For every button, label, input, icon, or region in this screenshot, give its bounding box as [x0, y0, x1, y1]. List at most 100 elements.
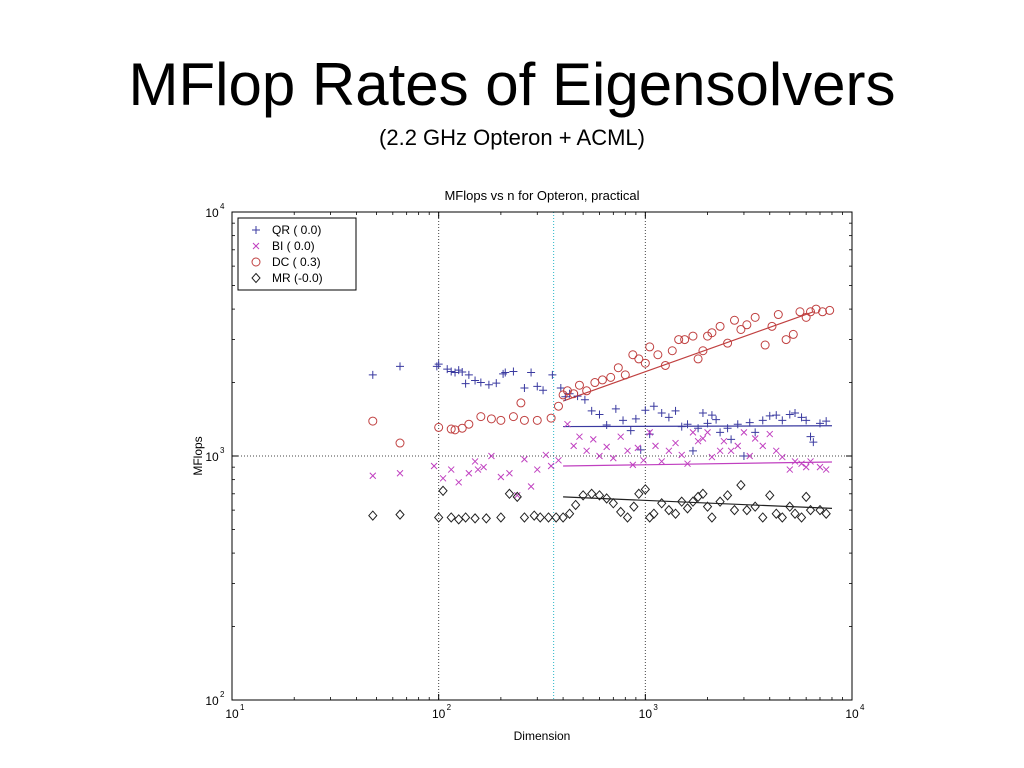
- data-point: [570, 499, 581, 511]
- data-point: [628, 350, 638, 360]
- data-point: [785, 501, 795, 512]
- data-point: [765, 411, 774, 420]
- data-point: [677, 496, 687, 507]
- reference-lines: [232, 212, 852, 700]
- data-point: [496, 512, 506, 523]
- data-point: [765, 490, 775, 501]
- data-point: [729, 315, 739, 325]
- y-tick-label: 10: [205, 450, 219, 464]
- data-point: [815, 419, 824, 428]
- data-point: [368, 416, 378, 426]
- legend-marker-plus: [252, 226, 260, 234]
- slide-title: MFlop Rates of Eigensolvers: [128, 51, 896, 118]
- data-point: [802, 463, 810, 471]
- legend-label: QR ( 0.0): [272, 223, 321, 237]
- series-0-points: [368, 360, 831, 460]
- data-point: [707, 328, 717, 338]
- y-tick-label-exponent: 4: [220, 202, 225, 211]
- data-point: [815, 504, 825, 516]
- data-point: [527, 483, 535, 490]
- data-point: [715, 321, 725, 331]
- data-point: [609, 454, 617, 462]
- scatter-chart: MFlops vs n for Opteron, practical 10 1 10…: [180, 180, 880, 750]
- data-point: [465, 469, 473, 477]
- data-point: [603, 443, 611, 451]
- data-point: [504, 488, 515, 500]
- data-point: [519, 415, 529, 425]
- data-point: [447, 367, 456, 376]
- data-point: [430, 462, 438, 470]
- data-point: [657, 409, 666, 418]
- data-point: [484, 380, 493, 389]
- data-point: [570, 442, 578, 450]
- data-point: [529, 510, 539, 521]
- data-point: [722, 490, 733, 501]
- data-point: [660, 360, 670, 370]
- data-point: [433, 512, 444, 523]
- data-point: [712, 415, 721, 424]
- legend-marker-cross: [252, 242, 260, 250]
- data-point: [589, 436, 597, 443]
- data-point: [698, 409, 707, 418]
- data-point: [646, 429, 654, 436]
- data-point: [649, 508, 659, 519]
- data-point: [699, 435, 707, 442]
- data-point: [736, 324, 746, 334]
- data-point: [629, 501, 639, 512]
- fit-line-series-3: [563, 496, 832, 509]
- data-point: [634, 354, 644, 364]
- data-point: [576, 433, 583, 441]
- data-point: [533, 382, 542, 391]
- data-markers: [368, 304, 835, 525]
- data-point: [727, 447, 735, 455]
- axis-ticks: 10 1 10 2 10 3 10 410 210 310 4: [205, 202, 865, 721]
- data-point: [551, 512, 561, 523]
- data-point: [631, 414, 640, 423]
- data-point: [634, 488, 644, 500]
- data-point: [750, 501, 760, 512]
- data-point: [396, 362, 405, 371]
- data-point: [396, 469, 404, 477]
- data-point: [616, 506, 626, 518]
- legend-marker-diamond: [251, 272, 261, 284]
- data-point: [509, 367, 518, 376]
- data-point: [811, 304, 821, 314]
- data-point: [613, 363, 623, 373]
- data-point: [582, 386, 592, 396]
- legend-label: BI ( 0.0): [272, 239, 315, 253]
- data-point: [716, 428, 725, 437]
- data-point: [672, 439, 679, 447]
- data-point: [636, 445, 645, 454]
- data-point: [434, 360, 443, 369]
- data-point: [683, 420, 692, 429]
- fit-line-series-1: [563, 461, 832, 467]
- data-point: [368, 370, 377, 379]
- data-point: [527, 368, 536, 377]
- data-point: [674, 335, 684, 345]
- data-point: [664, 413, 673, 422]
- data-point: [464, 419, 474, 429]
- data-point: [680, 335, 690, 345]
- data-point: [617, 433, 625, 441]
- series-2-points: [368, 304, 835, 448]
- x-tick-label-exponent: 4: [860, 703, 865, 712]
- data-point: [553, 401, 563, 411]
- data-point: [781, 335, 791, 345]
- data-point: [670, 508, 681, 519]
- data-point: [564, 420, 571, 428]
- data-point: [447, 466, 455, 473]
- data-point: [822, 466, 830, 473]
- data-point: [790, 508, 800, 519]
- data-point: [759, 442, 767, 450]
- data-point: [634, 444, 642, 452]
- data-point: [751, 428, 760, 437]
- data-point: [740, 429, 748, 436]
- data-point: [733, 420, 742, 429]
- x-tick-label-exponent: 1: [240, 703, 245, 712]
- data-point: [496, 415, 506, 425]
- data-point: [446, 424, 456, 434]
- data-point: [786, 466, 794, 473]
- data-point: [702, 501, 713, 512]
- data-point: [708, 453, 716, 461]
- data-point: [594, 490, 605, 501]
